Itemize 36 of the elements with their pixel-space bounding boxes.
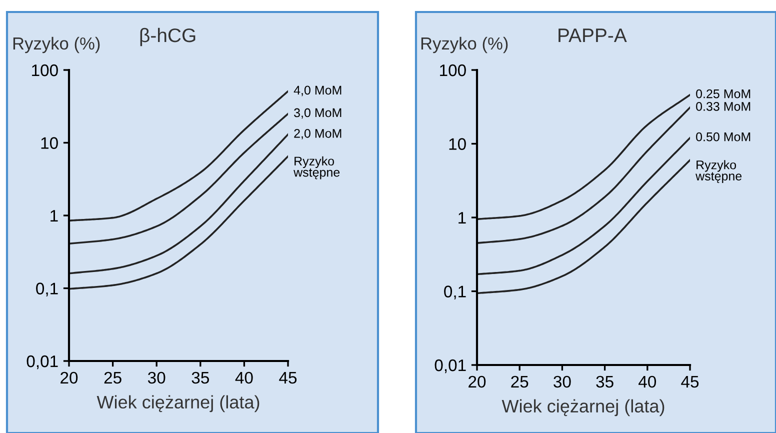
series-label: Ryzyko wstępne — [294, 156, 340, 180]
y-tick-label: 1 — [50, 210, 58, 222]
y-tick-label: 1 — [458, 212, 466, 224]
series-label: 0.33 MoM — [696, 102, 750, 111]
y-tick-label: 100 — [32, 64, 58, 76]
y-tick-label: 10 — [41, 137, 58, 149]
chart-title: β-hCG — [140, 28, 196, 46]
series-label: 3,0 MoM — [294, 108, 342, 119]
series-label: 0.25 MoM — [696, 89, 750, 98]
y-tick-label: 0,1 — [36, 282, 58, 296]
x-tick-label: 35 — [596, 376, 614, 388]
series-label: 4,0 MoM — [294, 86, 342, 96]
x-tick-label: 20 — [60, 372, 78, 384]
x-axis-title: Wiek ciężarnej (lata) — [502, 399, 664, 416]
chart-title: PAPP-A — [558, 28, 627, 42]
x-tick-label: 25 — [104, 372, 122, 384]
x-tick-label: 45 — [279, 372, 297, 384]
x-axis-title: Wiek ciężarnej (lata) — [96, 395, 260, 412]
x-tick-label: 40 — [235, 372, 253, 384]
x-tick-label: 30 — [554, 376, 571, 388]
y-axis-title: Ryzyko (%) — [421, 36, 508, 54]
y-tick-label: 0,1 — [444, 286, 466, 300]
x-tick-label: 35 — [192, 372, 209, 384]
y-tick-label: 100 — [440, 64, 466, 76]
y-tick-label: 0,01 — [434, 359, 466, 374]
x-tick-label: 20 — [468, 376, 486, 388]
y-tick-label: 0,01 — [26, 355, 58, 370]
series-label: Ryzyko wstępne — [696, 160, 742, 183]
y-tick-label: 10 — [449, 138, 466, 150]
series-label: 0.50 MoM — [696, 132, 750, 142]
x-tick-label: 30 — [148, 372, 166, 384]
y-axis-title: Ryzyko (%) — [13, 36, 100, 54]
series-label: 2,0 MoM — [294, 128, 342, 140]
x-tick-label: 40 — [638, 376, 656, 388]
x-tick-label: 45 — [681, 376, 699, 388]
x-tick-label: 25 — [511, 376, 528, 388]
